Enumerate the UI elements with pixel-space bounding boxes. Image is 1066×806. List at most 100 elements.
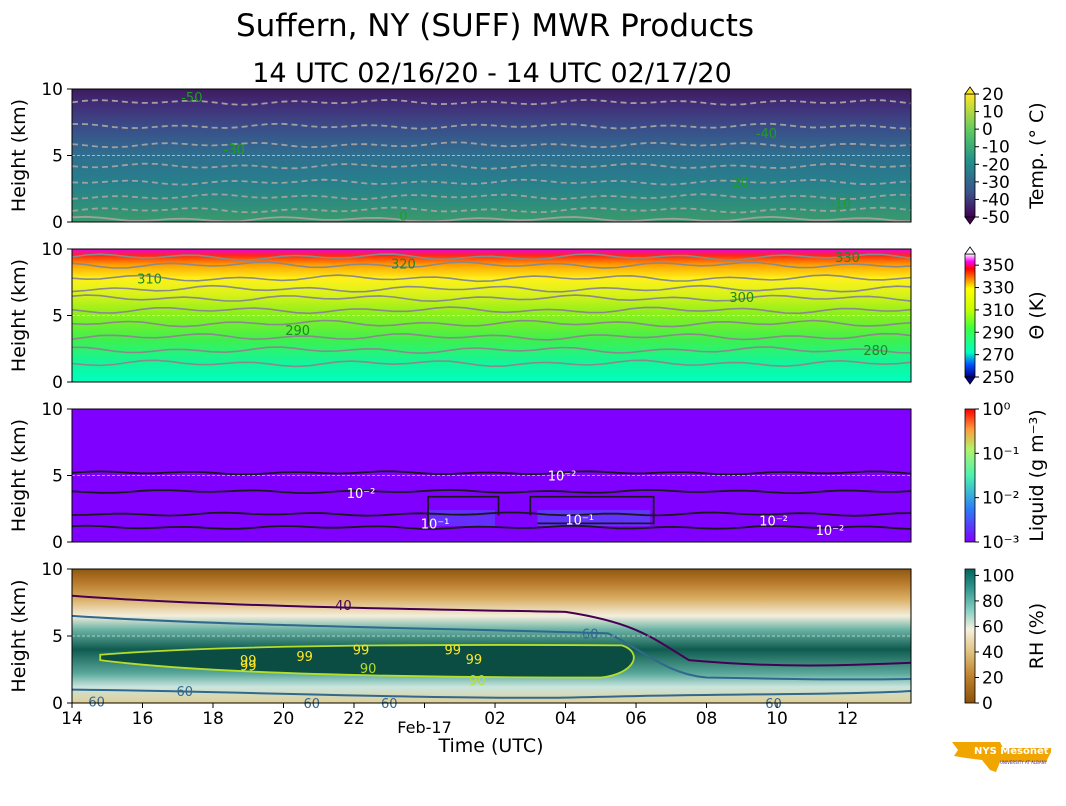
- colorbar-tick-label: -50: [982, 208, 1010, 228]
- contour-label: 60: [177, 685, 194, 700]
- contour-line: [71, 253, 912, 262]
- colorbar-tick-label: 10⁻¹: [982, 444, 1019, 464]
- contour-line: [71, 359, 912, 368]
- contour-line: [71, 193, 912, 201]
- nys-mesonet-logo: NYS Mesonet UNIVERSITY AT ALBANY: [952, 742, 1051, 772]
- colorbar-tick-label: 330: [982, 279, 1014, 299]
- colorbar-tick-label: 10⁰: [982, 400, 1011, 420]
- colorbar-label: Liquid (g m⁻³): [1026, 409, 1048, 541]
- contour-label: -10: [830, 197, 851, 212]
- contour-label: 320: [391, 258, 416, 273]
- contour-label: 280: [863, 344, 888, 359]
- contour-line: [71, 294, 912, 303]
- contour-line: [71, 98, 912, 106]
- colorbar-tick-label: 80: [982, 592, 1004, 612]
- contour-label: 310: [137, 272, 162, 287]
- colorbar-extend-bottom: [964, 376, 976, 385]
- contour-label: 10⁻¹: [421, 517, 450, 532]
- liquid-water-panel: 10⁻² 10⁻² 10⁻¹ 10⁻¹ 10⁻² 10⁻² 0 5 10 Height (km) 1…: [8, 400, 1048, 553]
- field-relative-humidity: [72, 569, 911, 703]
- contour-label: -30: [224, 143, 245, 158]
- y-axis-label: Height (km): [8, 259, 30, 372]
- y-tick-label: 10: [41, 400, 63, 420]
- x-tick-label: 02: [484, 709, 506, 729]
- contour-line: [71, 178, 912, 186]
- field-temperature: [72, 89, 911, 222]
- colorbar: [964, 253, 976, 378]
- x-tick-label: 04: [555, 709, 577, 729]
- y-tick-label: 10: [41, 80, 63, 100]
- colorbar-tick-label: 10⁻²: [982, 489, 1019, 509]
- y-tick-label: 0: [52, 694, 63, 714]
- contour-line: [71, 319, 912, 328]
- contour-label: 10⁻²: [759, 515, 788, 530]
- contour-label: 10⁻¹: [565, 513, 594, 528]
- figure-subtitle: 14 UTC 02/16/20 - 14 UTC 02/17/20: [252, 58, 732, 89]
- contour-line: [71, 284, 912, 293]
- colorbar-tick-label: 310: [982, 301, 1014, 321]
- contour-line: [427, 495, 500, 527]
- contour-line: [71, 215, 912, 223]
- contour-label: 99: [353, 643, 370, 658]
- contour-line: [71, 470, 912, 476]
- contour-line: [71, 274, 912, 283]
- contour-label: 60: [765, 697, 782, 712]
- x-tick-label: 20: [273, 709, 295, 729]
- contour-line: [71, 594, 912, 667]
- contour-label: 0: [399, 209, 407, 224]
- colorbar-tick-label: -20: [982, 155, 1010, 175]
- contour-line: [71, 332, 912, 341]
- saturated-band: [99, 644, 635, 679]
- colorbar-extend-top: [964, 246, 976, 255]
- ny-state-shape: [952, 742, 1051, 772]
- contour-label: 330: [835, 251, 860, 266]
- x-tick-label: 12: [837, 709, 859, 729]
- figure-title: Suffern, NY (SUFF) MWR Products: [236, 8, 754, 44]
- colorbar-tick-label: -30: [982, 173, 1010, 193]
- contour-line: [71, 688, 912, 699]
- y-axis-label: Height (km): [8, 99, 30, 212]
- colorbar-tick-label: 60: [982, 617, 1004, 637]
- logo-subtext: UNIVERSITY AT ALBANY: [1000, 760, 1048, 765]
- y-tick-label: 5: [52, 307, 63, 327]
- y-tick-label: 0: [52, 213, 63, 233]
- y-tick-label: 5: [52, 467, 63, 487]
- contour-label: 99: [296, 650, 313, 665]
- x-tick-label: 18: [202, 709, 224, 729]
- logo-text: NYS Mesonet: [974, 746, 1049, 757]
- contour-line: [71, 122, 912, 130]
- colorbar-label: Temp. (° C): [1026, 102, 1048, 209]
- contour-line: [71, 206, 912, 214]
- contour-label: 10⁻²: [347, 487, 376, 502]
- colorbar-tick-label: 10: [982, 103, 1004, 123]
- colorbar-tick-label: 350: [982, 256, 1014, 276]
- contour-line: [71, 614, 912, 681]
- contour-label: 300: [729, 291, 754, 306]
- colorbar-tick-label: 0: [982, 120, 993, 140]
- colorbar-tick-label: 20: [982, 85, 1004, 105]
- contour-label: 10⁻²: [548, 470, 577, 485]
- contour-label: 290: [285, 324, 310, 339]
- contour-line: [71, 488, 912, 495]
- contour-label: 99: [444, 643, 461, 658]
- contour-label: 60: [303, 697, 320, 712]
- colorbar-tick-label: 40: [982, 643, 1004, 663]
- colorbar-tick-label: 10⁻³: [982, 533, 1019, 553]
- contour-label: 90: [469, 674, 486, 689]
- x-tick-label: 16: [132, 709, 154, 729]
- contour-line: [71, 524, 912, 530]
- contour-label: -50: [181, 91, 202, 106]
- x-tick-label: 22: [343, 709, 365, 729]
- colorbar-extend-top: [964, 86, 976, 95]
- colorbar: [964, 568, 976, 704]
- contour-line: [71, 511, 912, 517]
- y-tick-label: 0: [52, 373, 63, 393]
- y-tick-label: 10: [41, 560, 63, 580]
- field-potential-temperature: [72, 249, 911, 382]
- colorbar-label: RH (%): [1026, 603, 1048, 669]
- y-tick-label: 5: [52, 147, 63, 167]
- colorbar-tick-label: 290: [982, 323, 1014, 343]
